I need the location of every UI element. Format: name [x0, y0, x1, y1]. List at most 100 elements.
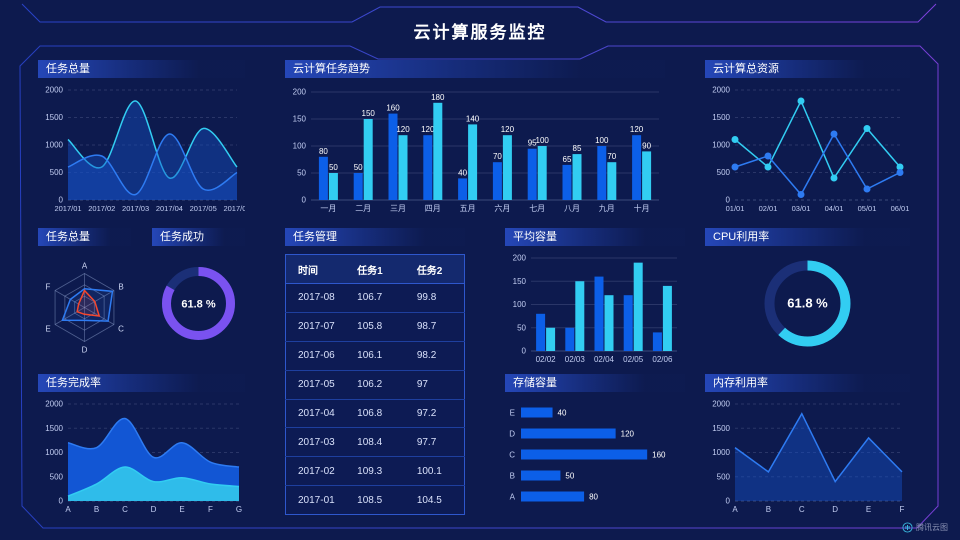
table-header-cell: 任务2 — [404, 254, 465, 284]
watermark-label: 腾讯云图 — [916, 523, 948, 532]
svg-text:C: C — [799, 505, 805, 514]
svg-text:80: 80 — [589, 493, 598, 502]
svg-text:200: 200 — [293, 88, 307, 97]
svg-text:0: 0 — [59, 497, 64, 506]
svg-text:B: B — [510, 472, 515, 481]
svg-text:0: 0 — [726, 497, 731, 506]
task-radar-chart[interactable]: A B C D E F — [38, 246, 131, 365]
svg-text:50: 50 — [329, 163, 338, 172]
svg-text:A: A — [82, 261, 88, 270]
svg-text:90: 90 — [642, 141, 651, 150]
svg-text:150: 150 — [362, 109, 376, 118]
table-cell: 106.1 — [345, 340, 405, 371]
table-cell: 2017-03 — [285, 427, 346, 457]
panel-title: 云计算任务趋势 — [285, 60, 665, 78]
table-cell: 2017-02 — [285, 456, 346, 486]
svg-text:50: 50 — [297, 169, 306, 178]
task-trend-bar-chart[interactable]: 0 50 100 150 200 一月 80 50 二月 50 150 三月 160 120 四月 120 18… — [285, 78, 665, 214]
svg-text:2000: 2000 — [45, 86, 63, 95]
average-capacity-bar-chart[interactable]: 0 50 100 150 200 02/02 02/03 02/04 02/05 02/06 — [505, 246, 685, 365]
svg-text:2017/06: 2017/06 — [223, 204, 245, 213]
svg-text:D: D — [509, 430, 515, 439]
svg-text:100: 100 — [513, 300, 527, 309]
svg-text:F: F — [46, 282, 51, 291]
svg-text:1000: 1000 — [45, 448, 63, 457]
table-cell: 97 — [404, 369, 465, 399]
task-success-donut[interactable]: 61.8 % — [152, 246, 245, 365]
svg-text:B: B — [766, 505, 771, 514]
svg-text:100: 100 — [595, 136, 609, 145]
tencent-cloud-watermark: 腾讯云图 — [902, 522, 948, 533]
svg-text:1500: 1500 — [45, 424, 63, 433]
svg-text:E: E — [45, 325, 50, 334]
svg-text:2017/01: 2017/01 — [54, 204, 81, 213]
svg-text:02/01: 02/01 — [759, 204, 778, 213]
svg-text:100: 100 — [536, 136, 550, 145]
cpu-utilization-donut[interactable]: 61.8 % — [705, 246, 910, 365]
panel-title: CPU利用率 — [705, 228, 910, 246]
table-cell: 106.2 — [345, 369, 405, 399]
svg-text:五月: 五月 — [460, 204, 476, 213]
table-row: 2017-04 106.8 97.2 — [285, 398, 465, 428]
svg-text:D: D — [151, 505, 157, 514]
svg-text:六月: 六月 — [494, 203, 510, 213]
table-row: 2017-06 106.1 98.2 — [285, 340, 465, 371]
svg-text:50: 50 — [354, 163, 363, 172]
memory-utilization-line-chart[interactable]: 0 500 1000 1500 2000 A B C D E F — [705, 392, 910, 515]
svg-text:A: A — [510, 493, 516, 502]
svg-text:150: 150 — [513, 277, 527, 286]
svg-text:A: A — [65, 505, 71, 514]
svg-text:95: 95 — [528, 139, 537, 148]
table-cell: 106.8 — [345, 398, 405, 428]
table-row: 2017-07 105.8 98.7 — [285, 311, 465, 342]
svg-text:50: 50 — [517, 323, 526, 332]
svg-text:02/03: 02/03 — [565, 355, 586, 364]
panel-title: 云计算总资源 — [705, 60, 910, 78]
task-total-area-chart[interactable]: 0 500 1000 1500 2000 2017/01 2017/02 2017/03 201… — [38, 78, 250, 214]
svg-text:八月: 八月 — [564, 204, 580, 213]
svg-text:C: C — [122, 505, 128, 514]
storage-capacity-hbar-chart[interactable]: E 40 D 120 C 160 B 50 A 80 — [505, 392, 685, 515]
panel-average-capacity: 平均容量 0 50 100 150 200 02/02 02/03 02/04 02/05 02/… — [505, 228, 685, 365]
svg-text:61.8 %: 61.8 % — [181, 299, 215, 311]
svg-text:160: 160 — [386, 104, 400, 113]
table-row: 2017-02 109.3 100.1 — [285, 456, 465, 486]
task-completion-area-chart[interactable]: 0 500 1000 1500 2000 A B C D E F G — [38, 392, 245, 515]
svg-text:0: 0 — [522, 347, 527, 356]
table-row: 2017-05 106.2 97 — [285, 369, 465, 399]
table-cell: 97.7 — [404, 427, 465, 457]
panel-title: 任务管理 — [285, 228, 465, 246]
svg-text:50: 50 — [565, 472, 574, 481]
panel-task-completion: 任务完成率 0 500 1000 1500 2000 A B C D E F G — [38, 374, 245, 515]
svg-text:180: 180 — [431, 93, 445, 102]
svg-text:01/01: 01/01 — [726, 204, 745, 213]
svg-text:150: 150 — [293, 115, 307, 124]
table-cell: 2017-01 — [285, 485, 346, 515]
svg-text:120: 120 — [421, 125, 435, 134]
panel-title: 平均容量 — [505, 228, 685, 246]
table-cell: 104.5 — [404, 485, 465, 515]
table-cell: 108.4 — [345, 427, 405, 457]
panel-title: 存储容量 — [505, 374, 685, 392]
svg-text:1000: 1000 — [712, 448, 730, 457]
svg-text:1500: 1500 — [712, 424, 730, 433]
panel-title: 内存利用率 — [705, 374, 910, 392]
table-cell: 2017-06 — [285, 340, 346, 371]
total-resources-line-chart[interactable]: 0 500 1000 1500 2000 01/01 02/01 03/01 04/01 05/0… — [705, 78, 910, 214]
panel-task-management: 任务管理 时间 任务1 任务2 2017-08 106.7 99.8 2017-07 105.… — [285, 228, 465, 515]
svg-text:D: D — [82, 346, 88, 355]
svg-text:0: 0 — [726, 196, 731, 205]
table-row: 2017-03 108.4 97.7 — [285, 427, 465, 457]
table-header-cell: 时间 — [285, 254, 346, 284]
panel-title: 任务完成率 — [38, 374, 245, 392]
svg-text:1000: 1000 — [712, 141, 730, 150]
svg-text:B: B — [94, 505, 99, 514]
panel-task-success: 任务成功 61.8 % — [152, 228, 245, 365]
page-title: 云计算服务监控 — [413, 23, 547, 42]
svg-text:十月: 十月 — [634, 203, 650, 213]
svg-text:85: 85 — [573, 144, 582, 153]
svg-text:500: 500 — [717, 472, 731, 481]
panel-total-resources: 云计算总资源 0 500 1000 1500 2000 01/01 02/01 03/01 04… — [705, 60, 910, 214]
svg-text:40: 40 — [558, 409, 567, 418]
svg-text:03/01: 03/01 — [792, 204, 811, 213]
